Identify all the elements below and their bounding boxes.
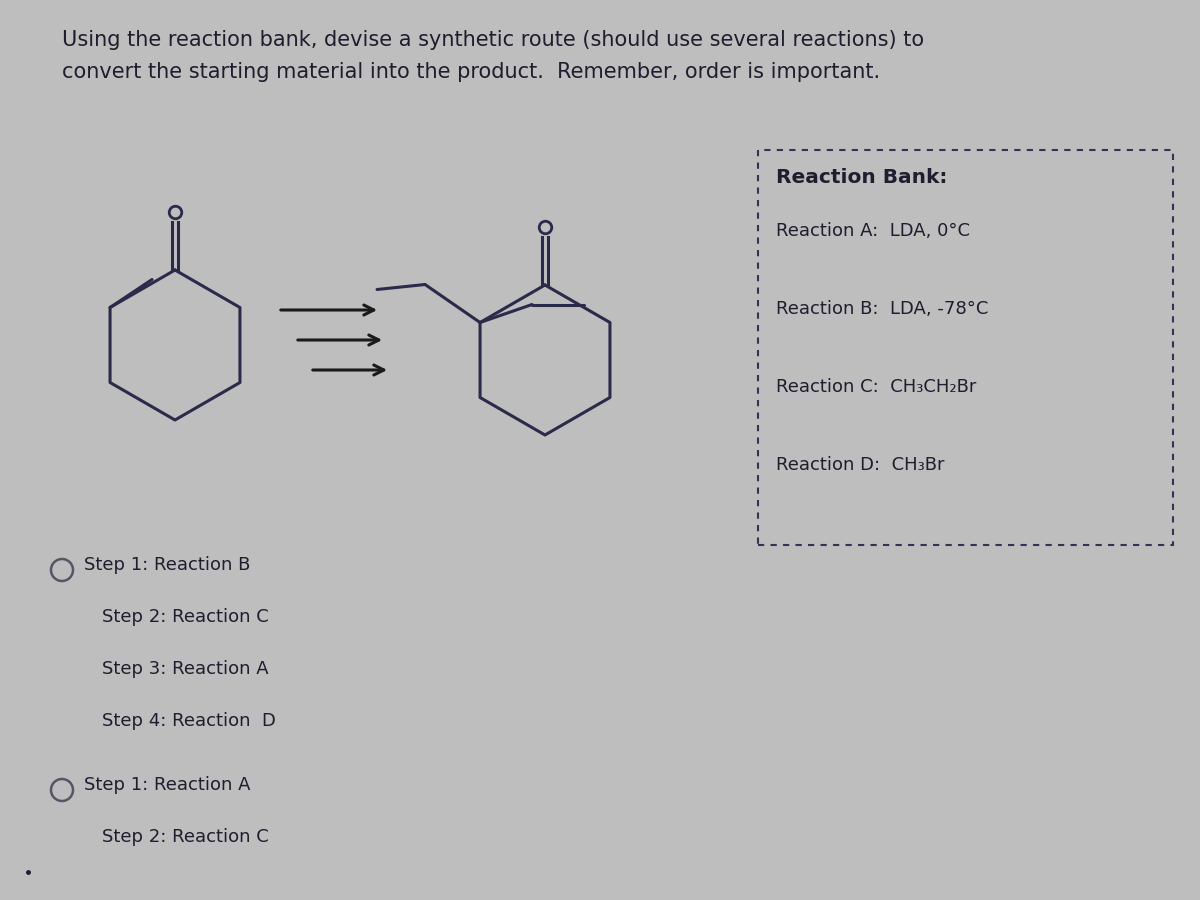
- Text: Reaction Bank:: Reaction Bank:: [776, 168, 947, 187]
- Text: Reaction A:  LDA, 0°C: Reaction A: LDA, 0°C: [776, 222, 970, 240]
- Text: Using the reaction bank, devise a synthetic route (should use several reactions): Using the reaction bank, devise a synthe…: [62, 30, 924, 50]
- Text: Step 3: Reaction A: Step 3: Reaction A: [102, 660, 269, 678]
- Text: Step 2: Reaction C: Step 2: Reaction C: [102, 828, 269, 846]
- Text: convert the starting material into the product.  Remember, order is important.: convert the starting material into the p…: [62, 62, 880, 82]
- Text: Step 4: Reaction  D: Step 4: Reaction D: [102, 712, 276, 730]
- Text: Reaction D:  CH₃Br: Reaction D: CH₃Br: [776, 456, 944, 474]
- Text: Step 1: Reaction B: Step 1: Reaction B: [84, 556, 251, 574]
- Text: Step 1: Reaction A: Step 1: Reaction A: [84, 776, 251, 794]
- Text: Reaction C:  CH₃CH₂Br: Reaction C: CH₃CH₂Br: [776, 378, 977, 396]
- Text: Reaction B:  LDA, -78°C: Reaction B: LDA, -78°C: [776, 300, 989, 318]
- Text: Step 2: Reaction C: Step 2: Reaction C: [102, 608, 269, 626]
